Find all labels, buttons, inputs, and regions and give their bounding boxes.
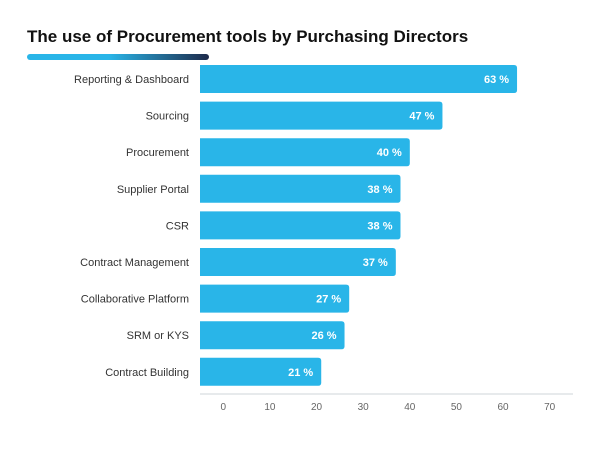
category-label: Sourcing [146,111,189,123]
x-tick-label: 60 [498,402,510,413]
chart-title: The use of Procurement tools by Purchasi… [27,27,469,46]
x-tick-label: 70 [544,402,556,413]
bars-layer: Reporting & Dashboard 63 % Sourcing 47 % Pro… [74,65,518,386]
title-underline [27,54,209,60]
bar [200,101,443,130]
category-label: Supplier Portal [117,184,189,196]
category-label: Contract Management [80,257,189,269]
data-label: 47 % [409,111,434,123]
category-label: SRM or KYS [127,330,189,342]
data-label: 38 % [367,184,392,196]
category-label: Collaborative Platform [81,294,189,306]
bar [200,174,401,203]
category-label: Reporting & Dashboard [74,74,189,86]
bar [200,138,410,167]
x-axis: 0 10 20 30 40 50 60 70 [200,393,573,413]
x-tick-label: 30 [358,402,370,413]
bar [200,248,396,276]
bar [200,211,401,240]
data-label: 27 % [316,294,341,306]
data-label: 21 % [288,367,313,379]
data-label: 40 % [377,147,402,159]
x-tick-label: 10 [264,402,276,413]
x-tick-label: 0 [221,402,227,413]
category-label: CSR [166,220,189,232]
data-label: 63 % [484,74,509,86]
data-label: 37 % [363,257,388,269]
category-label: Procurement [126,147,189,159]
x-tick-label: 40 [404,402,416,413]
data-label: 38 % [367,220,392,232]
bar [200,321,345,350]
bar [200,284,350,313]
x-tick-label: 50 [451,402,463,413]
bar [200,357,322,386]
category-label: Contract Building [105,367,189,379]
data-label: 26 % [311,330,336,342]
x-tick-label: 20 [311,402,323,413]
bar [200,65,518,93]
